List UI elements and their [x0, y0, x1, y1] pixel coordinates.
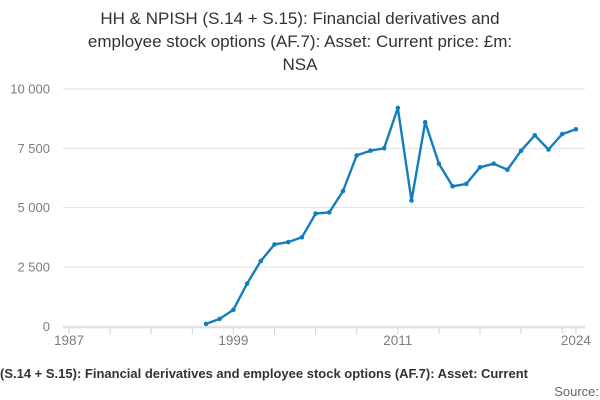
data-point	[546, 147, 551, 152]
data-point	[422, 119, 428, 125]
data-point	[518, 148, 524, 153]
chart-title-line-1: HH & NPISH (S.14 + S.15): Financial deri…	[100, 9, 500, 28]
x-tick-label: 2011	[383, 333, 412, 348]
data-point	[231, 307, 236, 313]
data-point	[381, 146, 387, 151]
data-point	[354, 153, 360, 158]
data-point	[203, 321, 209, 327]
footer-caption: (S.14 + S.15): Financial derivatives and…	[0, 366, 528, 381]
data-point	[450, 184, 455, 189]
data-point	[217, 316, 222, 322]
data-point	[409, 198, 414, 203]
data-point	[559, 131, 565, 137]
chart-title: HH & NPISH (S.14 + S.15): Financial deri…	[0, 7, 600, 76]
data-point	[285, 239, 291, 245]
data-point	[395, 105, 401, 111]
y-tick-label: 2 500	[17, 259, 50, 274]
data-point	[272, 242, 277, 247]
y-tick-label: 7 500	[17, 141, 50, 156]
y-tick-label: 5 000	[17, 200, 50, 215]
data-point	[368, 148, 373, 153]
data-point	[491, 161, 497, 166]
x-tick-label: 1987	[54, 333, 84, 348]
data-point	[258, 258, 264, 264]
data-point	[299, 235, 305, 240]
chart-title-line-2: employee stock options (AF.7): Asset: Cu…	[87, 32, 513, 51]
data-point	[340, 188, 346, 194]
y-tick-label: 10 000	[10, 82, 50, 97]
data-point	[477, 165, 483, 170]
data-point	[313, 211, 318, 216]
data-point	[505, 167, 510, 172]
data-point	[244, 281, 250, 286]
x-tick-label: 2024	[561, 333, 592, 348]
x-tick-label: 1999	[218, 333, 248, 348]
series-line	[204, 106, 578, 326]
y-tick-label: 0	[43, 319, 50, 334]
data-point	[532, 133, 538, 138]
data-point	[327, 210, 332, 215]
footer-source-label: Source:	[554, 384, 599, 399]
data-point	[436, 161, 442, 166]
data-point	[464, 181, 469, 187]
data-point	[573, 127, 579, 132]
chart-title-line-3: NSA	[282, 55, 318, 74]
